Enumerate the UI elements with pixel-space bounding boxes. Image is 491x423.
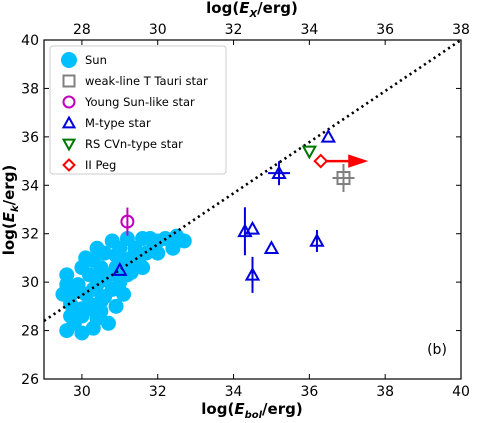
legend-label: II Peg	[85, 158, 116, 172]
legend-entry: RS CVn-type star	[61, 137, 183, 152]
series-point-group	[263, 240, 280, 255]
y-tick-label: 40	[21, 33, 39, 49]
point	[320, 128, 337, 143]
sun-point	[63, 308, 79, 324]
sun-points	[55, 228, 192, 341]
x-tick-label: 34	[225, 384, 243, 400]
top-x-tick-label: 34	[300, 22, 318, 38]
legend: Sun weak-line T Tauri star Young Sun-like …	[49, 45, 227, 175]
legend-entry: Young Sun-like star	[62, 95, 195, 109]
series-point-group	[244, 220, 261, 235]
x-axis-label: log(Ebol/erg)	[201, 400, 302, 421]
series-point-group	[120, 207, 135, 236]
legend-label: RS CVn-type star	[85, 137, 183, 151]
legend-label: M-type star	[85, 116, 151, 130]
top-axis: 28 30 32 34 36 38	[73, 22, 470, 45]
legend-marker	[61, 52, 77, 68]
panel-label: (b)	[427, 342, 447, 358]
top-x-tick-label: 28	[73, 22, 91, 38]
left-axis: 26 28 30 32 34 36 38 40	[21, 33, 461, 388]
sun-point	[89, 240, 105, 256]
y-tick-label: 32	[21, 227, 39, 243]
sun-point	[74, 325, 90, 341]
x-tick-label: 40	[452, 384, 470, 400]
y-tick-label: 34	[21, 178, 39, 194]
point	[309, 232, 325, 247]
y-tick-label: 30	[21, 275, 39, 291]
series-point-group	[320, 128, 337, 143]
x-tick-label: 38	[376, 384, 394, 400]
point	[301, 145, 318, 160]
point	[244, 266, 261, 281]
top-x-tick-label: 38	[452, 22, 470, 38]
legend-marker	[61, 115, 77, 129]
sun-point	[176, 233, 192, 249]
y-tick-label: 26	[21, 372, 39, 388]
x-tick-label: 36	[300, 384, 318, 400]
point	[120, 214, 135, 229]
sun-point	[165, 240, 181, 256]
y-tick-label: 38	[21, 81, 39, 97]
legend-marker	[62, 95, 76, 109]
sun-point	[127, 257, 143, 273]
sun-point	[97, 289, 113, 305]
sun-point	[108, 298, 124, 314]
sun-point	[119, 231, 135, 247]
reference-line	[43, 38, 462, 322]
sun-point	[108, 248, 124, 264]
y-tick-label: 28	[21, 324, 39, 340]
x-tick-label: 32	[149, 384, 167, 400]
legend-entry: M-type star	[61, 115, 151, 130]
sun-point	[100, 315, 116, 331]
plot-frame	[43, 39, 462, 380]
top-x-axis-label: log(EX/erg)	[206, 0, 298, 20]
series-point-group	[313, 153, 369, 169]
legend-box	[49, 45, 227, 175]
x-tick-label: 30	[73, 384, 91, 400]
series-point-group	[268, 161, 291, 186]
legend-marker	[62, 74, 76, 88]
bottom-axis: 30 32 34 36 38 40	[73, 374, 470, 400]
series-point-group	[112, 261, 128, 276]
series-point-group	[301, 145, 318, 160]
y-axis-label: log(Ek/erg)	[0, 165, 21, 256]
point	[263, 240, 280, 255]
series-point-group	[332, 164, 355, 193]
legend-label: Sun	[85, 53, 107, 67]
legend-label: Young Sun-like star	[84, 95, 195, 109]
sun-point	[116, 286, 132, 302]
sun-point	[81, 296, 97, 312]
legend-label: weak-line T Tauri star	[85, 74, 208, 88]
y-tick-label: 36	[21, 130, 39, 146]
legend-marker	[62, 158, 76, 172]
sun-point	[142, 231, 158, 247]
legend-entry: Sun	[61, 52, 107, 68]
point	[112, 261, 128, 276]
lower-limit-arrowhead	[348, 154, 369, 168]
star-points	[112, 128, 369, 293]
point	[313, 153, 329, 169]
point	[244, 220, 261, 235]
sun-point	[150, 245, 166, 261]
series-point-group	[244, 256, 261, 293]
sun-point	[104, 233, 120, 249]
sun-point	[59, 277, 75, 293]
legend-entry: weak-line T Tauri star	[62, 74, 208, 88]
series-point-group	[309, 229, 325, 252]
point	[336, 171, 351, 186]
point	[271, 165, 287, 179]
legend-entry: II Peg	[62, 158, 116, 172]
sun-point	[85, 281, 101, 297]
top-x-tick-label: 36	[376, 22, 394, 38]
top-x-tick-label: 32	[225, 22, 243, 38]
top-x-tick-label: 30	[149, 22, 167, 38]
sun-point	[100, 267, 116, 283]
reference-line-group	[43, 38, 462, 322]
sun-point	[93, 303, 109, 319]
legend-marker	[61, 138, 77, 152]
sun-point	[78, 250, 94, 266]
